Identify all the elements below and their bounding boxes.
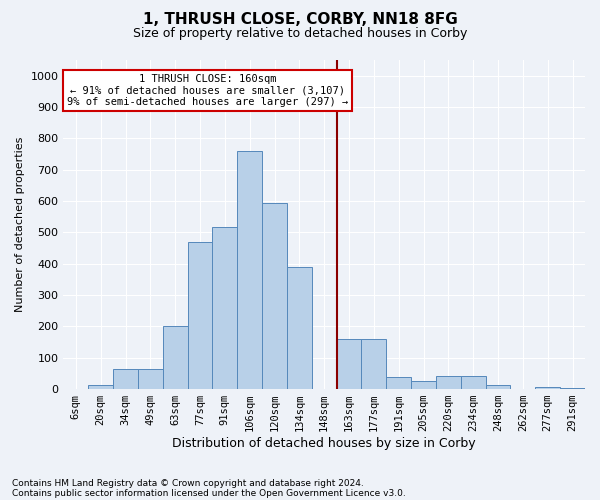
Bar (436, 376, 461, 389)
Text: 1, THRUSH CLOSE, CORBY, NN18 8FG: 1, THRUSH CLOSE, CORBY, NN18 8FG (143, 12, 457, 28)
Bar (287, 267, 312, 389)
Text: 1 THRUSH CLOSE: 160sqm
← 91% of detached houses are smaller (3,107)
9% of semi-d: 1 THRUSH CLOSE: 160sqm ← 91% of detached… (67, 74, 348, 108)
Bar (262, 202, 287, 389)
Text: Size of property relative to detached houses in Corby: Size of property relative to detached ho… (133, 28, 467, 40)
Bar (361, 339, 386, 389)
Bar (535, 386, 560, 389)
Bar (461, 376, 485, 389)
Bar (485, 386, 511, 389)
Bar (138, 368, 163, 389)
X-axis label: Distribution of detached houses by size in Corby: Distribution of detached houses by size … (172, 437, 476, 450)
Bar (113, 368, 138, 389)
Y-axis label: Number of detached properties: Number of detached properties (15, 137, 25, 312)
Bar (237, 151, 262, 389)
Bar (386, 376, 411, 389)
Bar (560, 388, 585, 389)
Bar (88, 385, 113, 389)
Bar (212, 226, 237, 389)
Bar (337, 339, 361, 389)
Bar (411, 380, 436, 389)
Text: Contains HM Land Registry data © Crown copyright and database right 2024.: Contains HM Land Registry data © Crown c… (12, 478, 364, 488)
Bar (163, 326, 188, 389)
Text: Contains public sector information licensed under the Open Government Licence v3: Contains public sector information licen… (12, 488, 406, 498)
Bar (188, 242, 212, 389)
